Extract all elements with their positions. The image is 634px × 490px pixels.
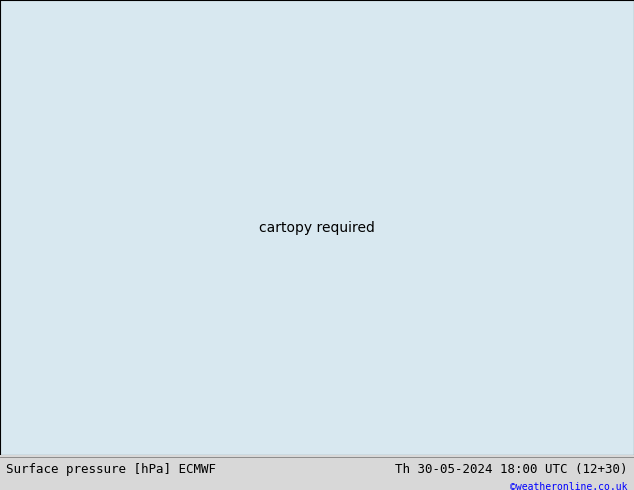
Text: cartopy required: cartopy required xyxy=(259,220,375,235)
Text: ©weatheronline.co.uk: ©weatheronline.co.uk xyxy=(510,482,628,490)
Text: Th 30-05-2024 18:00 UTC (12+30): Th 30-05-2024 18:00 UTC (12+30) xyxy=(395,463,628,475)
Text: Surface pressure [hPa] ECMWF: Surface pressure [hPa] ECMWF xyxy=(6,463,216,475)
